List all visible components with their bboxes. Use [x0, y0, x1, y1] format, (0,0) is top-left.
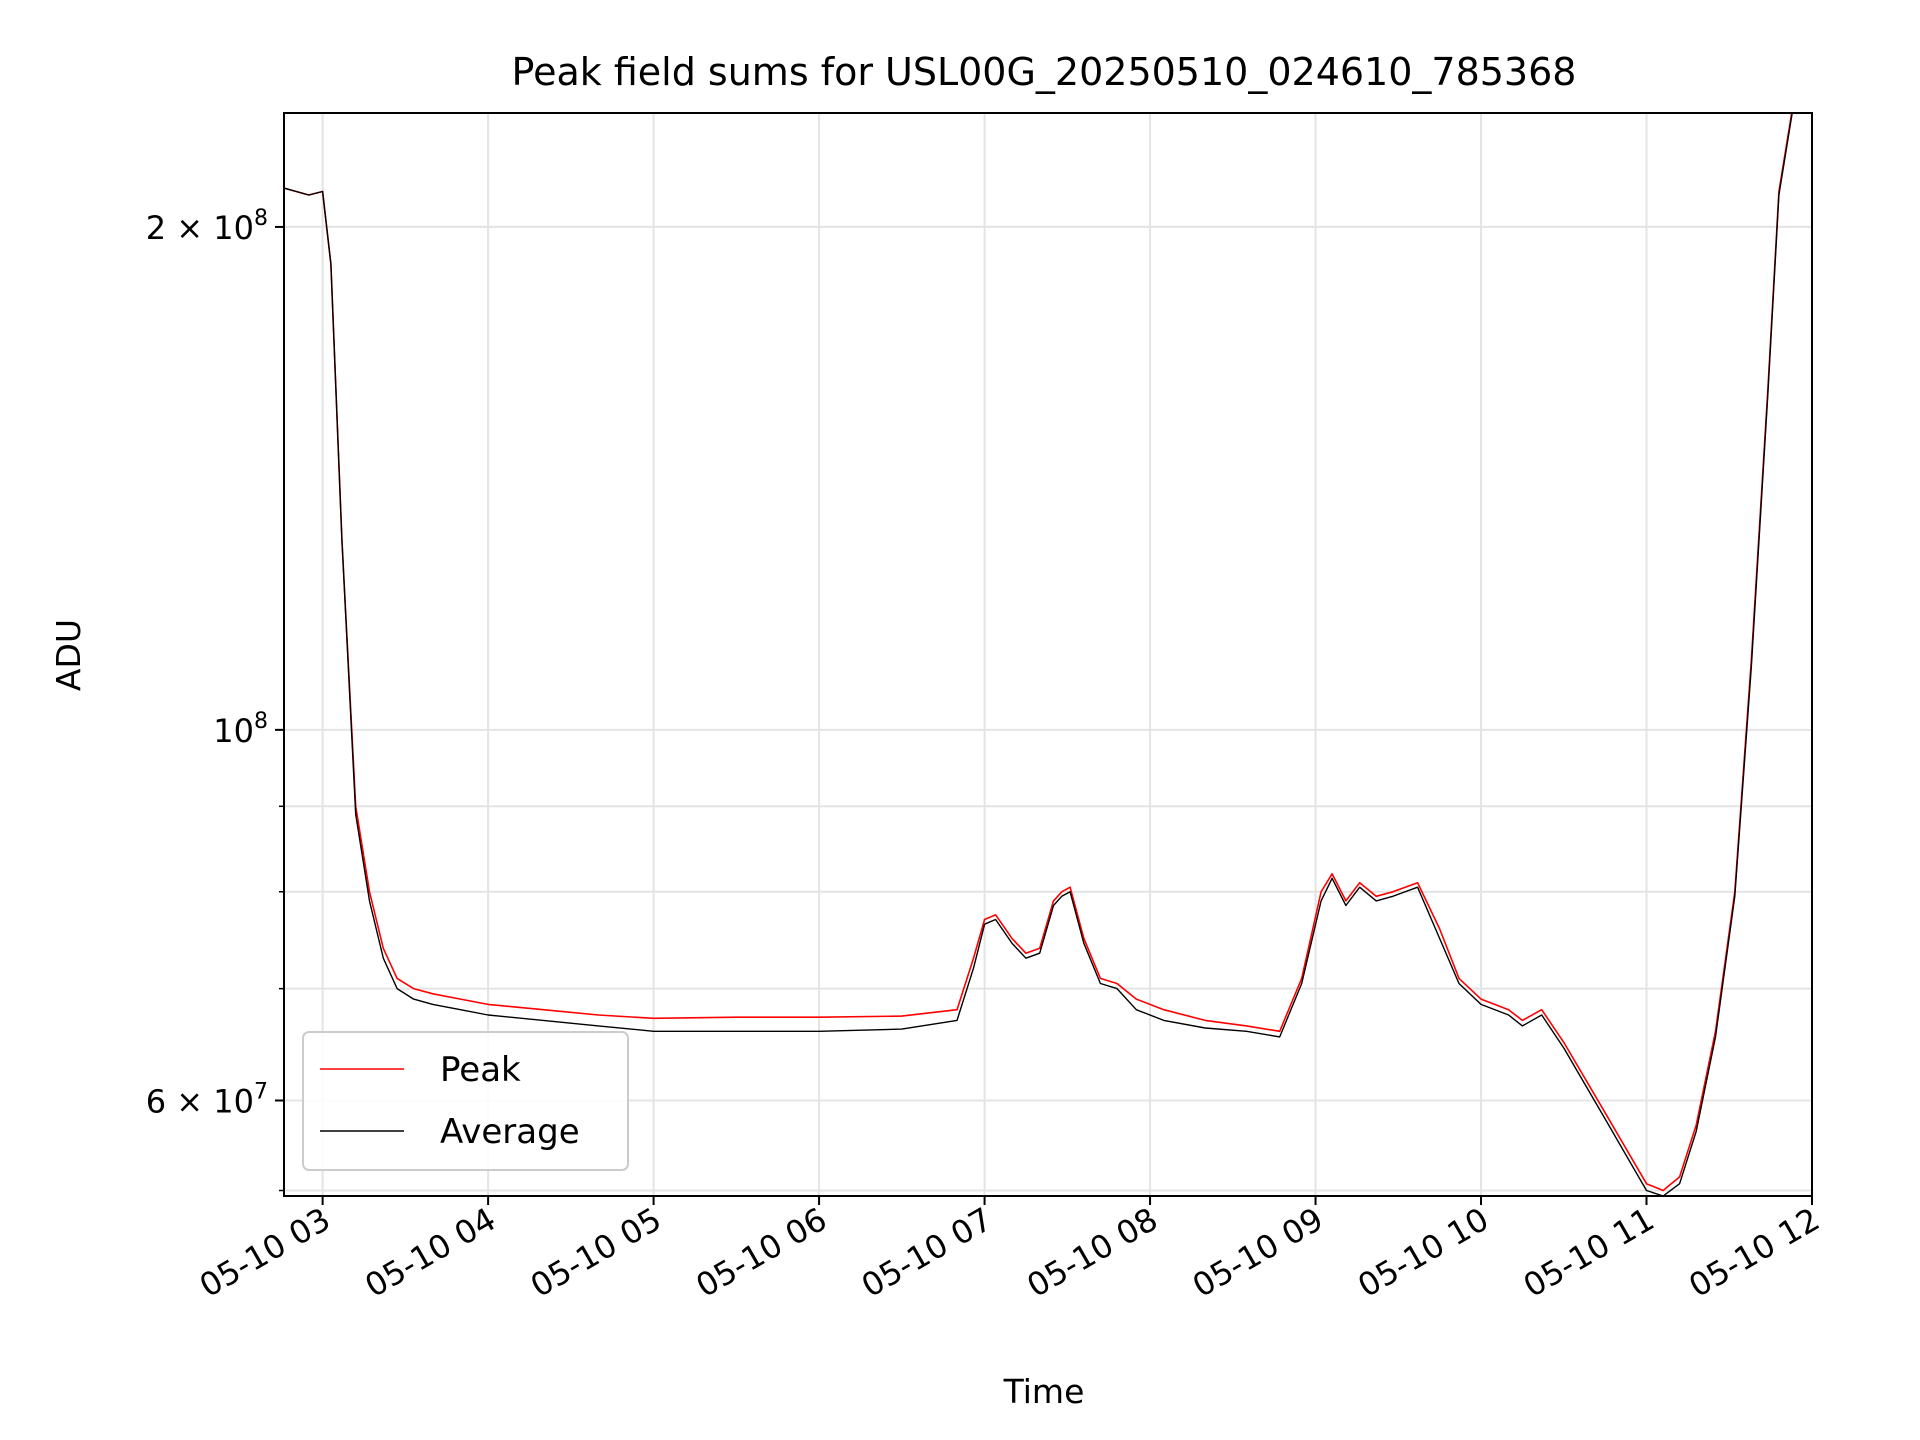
y-tick-label-exponent: 8 — [254, 206, 268, 231]
series-line-peak — [284, 113, 1793, 1192]
chart-title: Peak field sums for USL00G_20250510_0246… — [512, 50, 1577, 94]
y-tick-label-base: 10 — [213, 712, 254, 750]
x-axis-label: Time — [1003, 1372, 1085, 1411]
y-axis-label: ADU — [49, 619, 88, 691]
y-tick-label-base: 2 × 10 — [146, 209, 254, 247]
y-tick-label: 6 × 107 — [146, 1079, 268, 1120]
y-tick-label-base: 6 × 10 — [146, 1082, 254, 1120]
series-lines — [284, 113, 1793, 1196]
y-tick-label-exponent: 7 — [254, 1079, 268, 1104]
y-tick-label-exponent: 8 — [254, 709, 268, 734]
legend-box — [302, 1031, 629, 1171]
y-tick-label: 2 × 108 — [146, 206, 268, 247]
legend-label-average: Average — [440, 1112, 580, 1152]
legend-label-peak: Peak — [440, 1050, 521, 1090]
series-line-average — [284, 113, 1793, 1196]
plot-area-frame — [283, 112, 1813, 1197]
y-tick-label: 108 — [213, 709, 268, 750]
legend: Peak Average — [302, 1031, 629, 1171]
